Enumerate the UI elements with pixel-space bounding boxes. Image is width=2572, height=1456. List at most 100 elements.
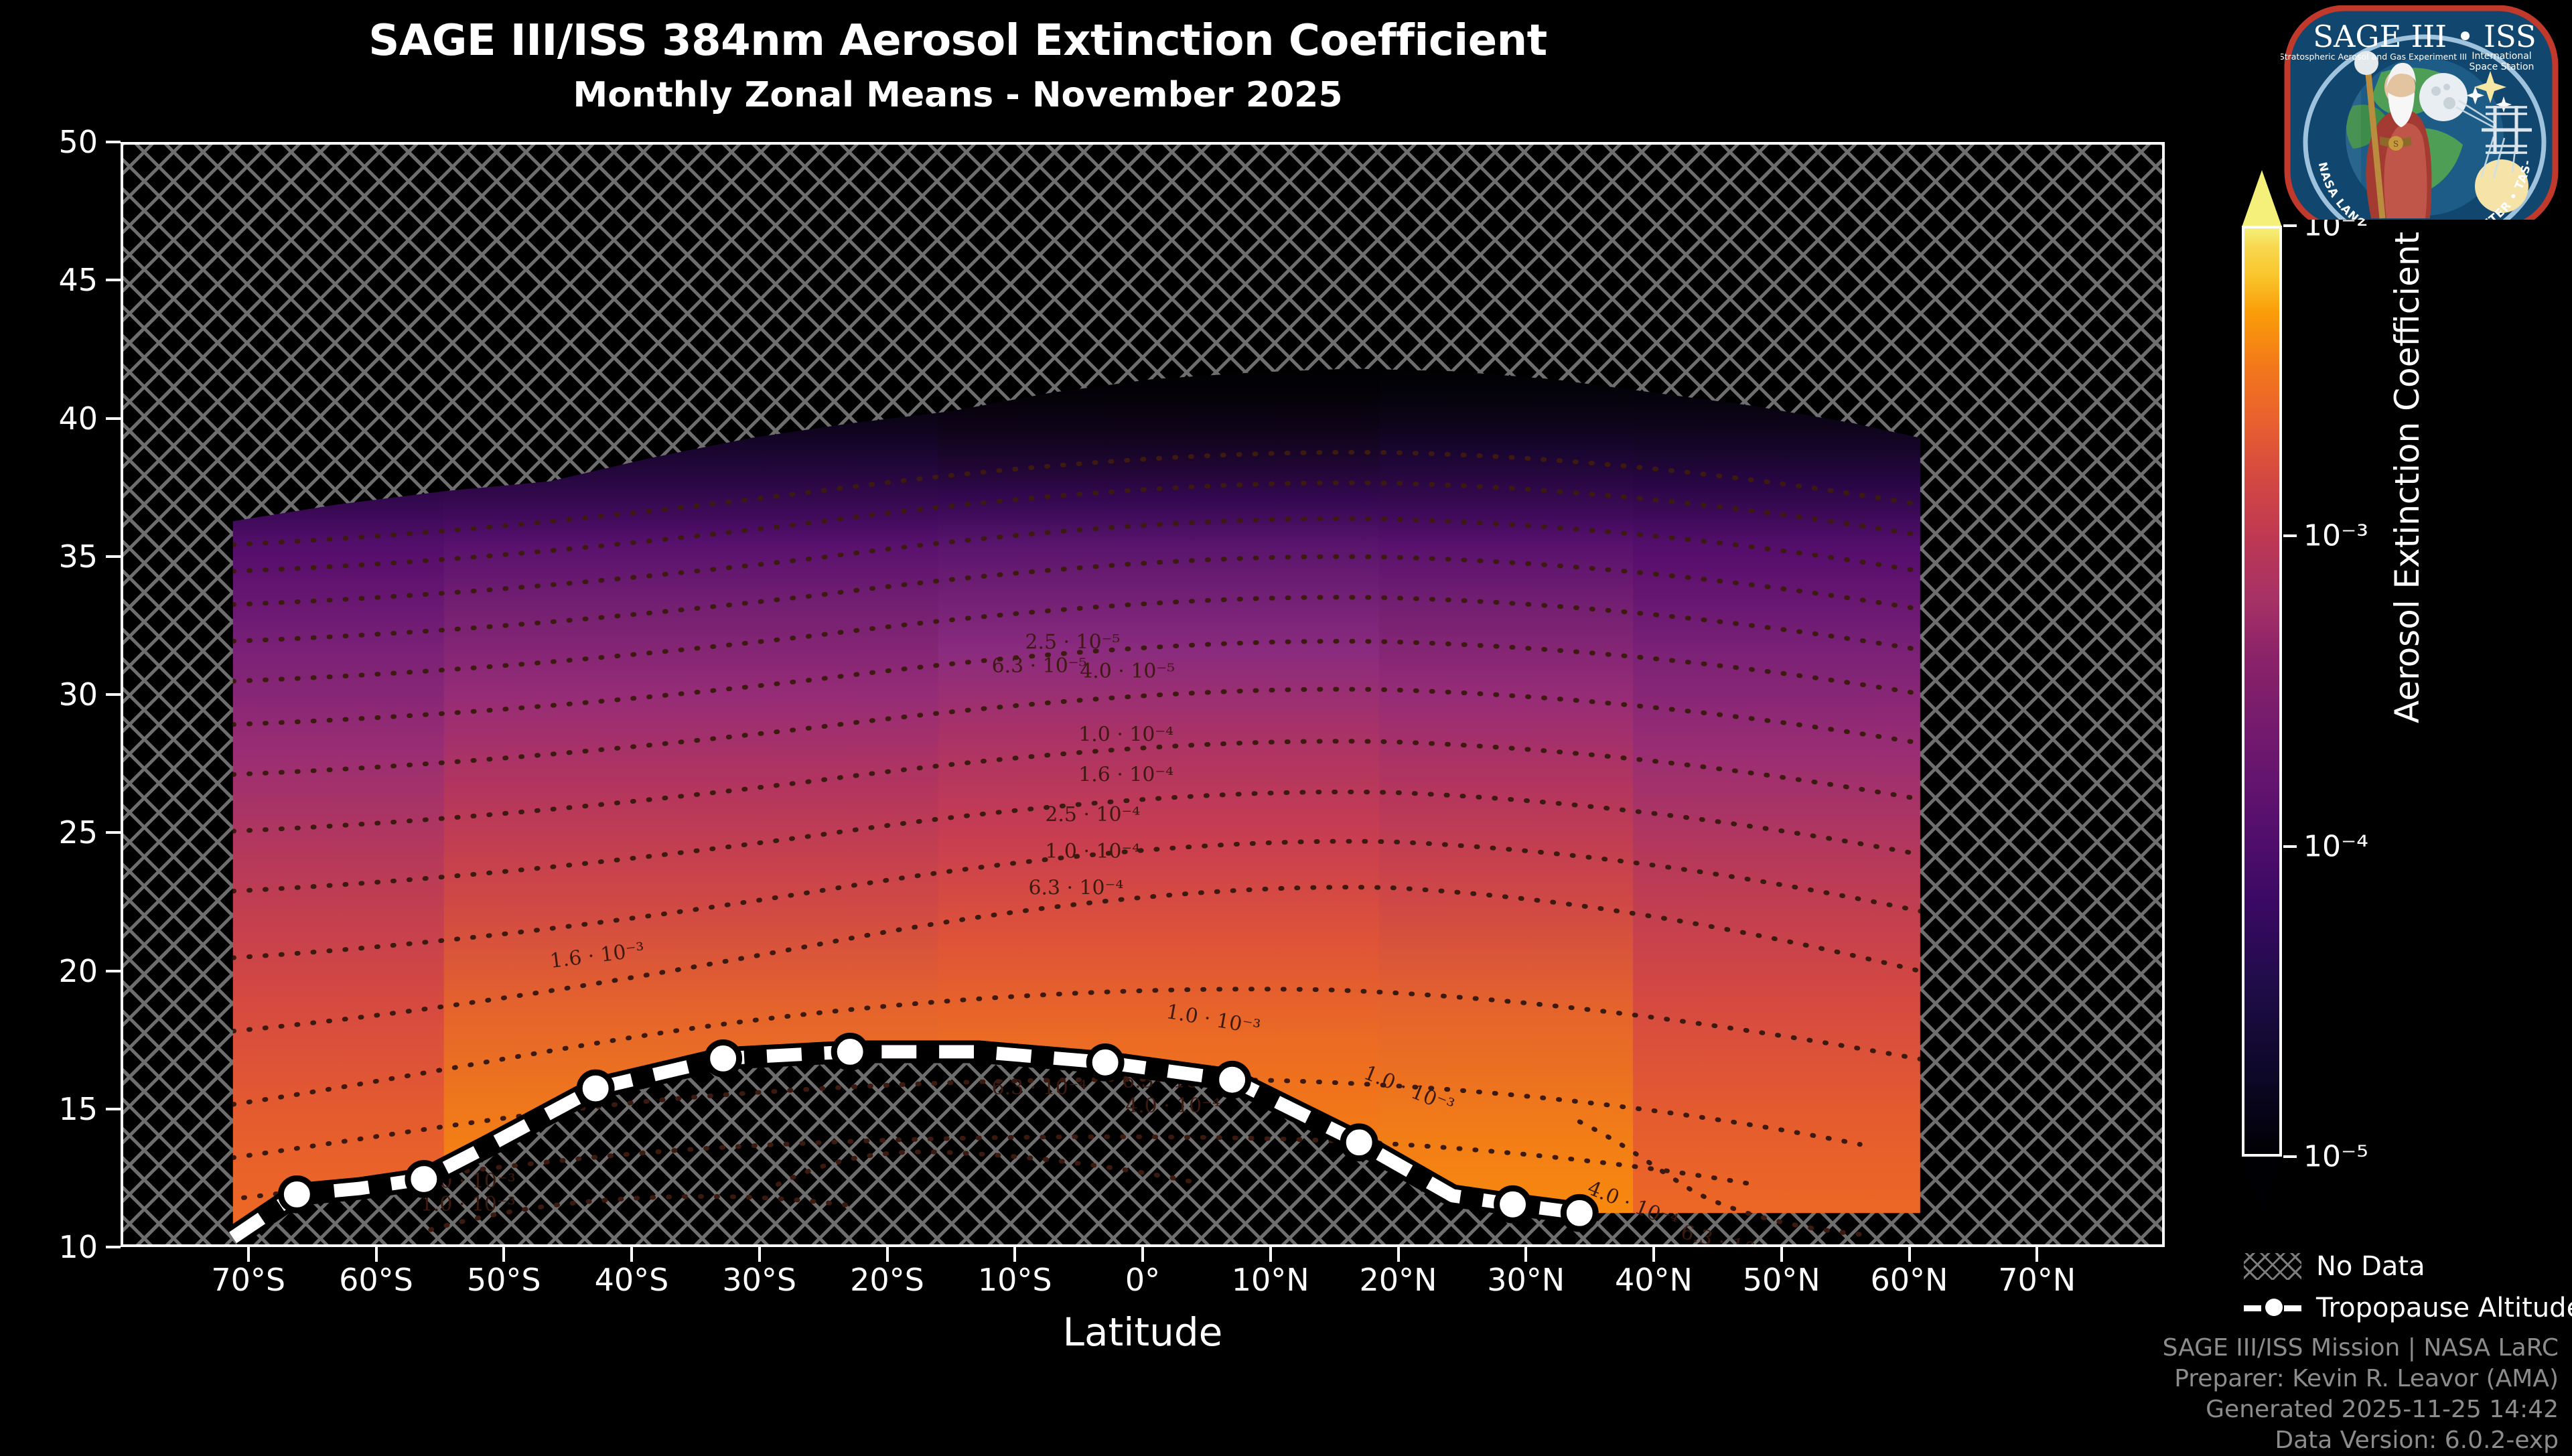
x-axis-tick-mark <box>246 1247 250 1262</box>
svg-text:1.0 · 10⁻⁴: 1.0 · 10⁻⁴ <box>1078 723 1173 747</box>
y-axis-tick-mark <box>106 555 121 558</box>
contour-lines <box>232 449 1920 1238</box>
page-subtitle: Monthly Zonal Means - November 2025 <box>573 75 1343 115</box>
y-axis-tick-label: 25 <box>58 814 98 851</box>
footer-mission: SAGE III/ISS Mission | NASA LaRC <box>2162 1334 2559 1362</box>
svg-text:1.0 · 10⁻³: 1.0 · 10⁻³ <box>421 1193 516 1216</box>
legend-item-tropopause: Tropopause Altitude <box>2244 1287 2572 1329</box>
svg-text:6.3 · 10⁻⁴: 6.3 · 10⁻⁴ <box>992 1076 1087 1100</box>
colorbar-extend-top <box>2242 170 2282 227</box>
y-axis-tick-label: 45 <box>58 262 98 299</box>
x-axis-tick-label: 60°N <box>1870 1262 1948 1298</box>
x-axis-tick-mark <box>758 1247 761 1262</box>
x-axis-label: Latitude <box>1062 1309 1223 1355</box>
x-axis-tick-mark <box>1908 1247 1911 1262</box>
x-axis-tick-mark <box>2035 1247 2039 1262</box>
x-axis-tick-mark <box>1269 1247 1272 1262</box>
x-axis-tick-label: 30°S <box>722 1262 797 1298</box>
y-axis-tick-label: 30 <box>58 676 98 713</box>
sage-figure-icon: S <box>2354 51 2432 219</box>
x-axis-tick-label: 40°S <box>594 1262 669 1298</box>
sun-icon <box>2475 159 2528 213</box>
y-axis-tick-label: 35 <box>58 538 98 575</box>
legend: No Data Tropopause Altitude <box>2244 1246 2572 1329</box>
svg-text:4.0 · 10⁻⁴: 4.0 · 10⁻⁴ <box>1125 1094 1220 1118</box>
tropopause-line-icon <box>2244 1295 2301 1321</box>
iss-icon <box>2482 106 2532 154</box>
colorbar-tick-mark <box>2283 534 2297 538</box>
footer-credits: SAGE III/ISS Mission | NASA LaRC Prepare… <box>1835 1333 2559 1456</box>
tropopause-markers <box>277 1033 1599 1232</box>
svg-text:2.5 · 10⁻⁵: 2.5 · 10⁻⁵ <box>1025 630 1120 654</box>
logo-subtitle-right-1: International <box>2472 51 2531 62</box>
colorbar-tick-mark <box>2283 224 2297 227</box>
footer-data-version: Data Version: 6.0.2-exp <box>2275 1427 2559 1454</box>
y-axis-tick-mark <box>106 831 121 834</box>
x-axis-tick-label: 70°S <box>211 1262 286 1298</box>
colorbar-tick-label: 10⁻³ <box>2303 518 2368 553</box>
aerosol-extinction-heatmap: 6.3 · 10⁻⁵ 4.0 · 10⁻⁵ 2.5 · 10⁻⁵ 1.0 · 1… <box>226 368 1920 1244</box>
x-axis-tick-mark <box>502 1247 506 1262</box>
x-axis-tick-mark <box>630 1247 633 1262</box>
svg-text:2.5 · 10⁻⁴: 2.5 · 10⁻⁴ <box>1045 803 1140 826</box>
x-axis-tick-label: 60°S <box>339 1262 413 1298</box>
legend-label-tropopause: Tropopause Altitude <box>2316 1293 2572 1323</box>
colorbar-extend-bottom <box>2242 1157 2282 1214</box>
colorbar-tick-label: 10⁻⁵ <box>2303 1139 2368 1174</box>
y-axis-tick-label: 15 <box>58 1090 98 1127</box>
footer-preparer: Preparer: Kevin R. Leavor (AMA) <box>2174 1365 2559 1392</box>
logo-subtitle-right-2: Space Station <box>2470 62 2534 72</box>
x-axis-tick-mark <box>1013 1247 1017 1262</box>
occultation-rays <box>2455 99 2518 179</box>
y-axis-tick-label: 40 <box>58 400 98 437</box>
x-axis-tick-label: 20°N <box>1359 1262 1437 1298</box>
svg-text:S: S <box>2393 139 2399 149</box>
x-axis-tick-label: 70°N <box>1998 1262 2076 1298</box>
logo-subtitle-left: Stratospheric Aerosol and Gas Experiment… <box>2281 52 2467 62</box>
x-axis-tick-mark <box>885 1247 889 1262</box>
x-axis-tick-mark <box>374 1247 378 1262</box>
footer-generated: Generated 2025-11-25 14:42 <box>2206 1396 2559 1423</box>
x-axis-tick-label: 50°S <box>466 1262 541 1298</box>
svg-text:6.3 · 10⁻⁴: 6.3 · 10⁻⁴ <box>1678 1220 1776 1244</box>
contour-labels: 6.3 · 10⁻⁵ 4.0 · 10⁻⁵ 2.5 · 10⁻⁵ 1.0 · 1… <box>421 630 1776 1244</box>
x-axis-tick-label: 40°N <box>1615 1262 1693 1298</box>
svg-text:6.3 · 10⁻⁴: 6.3 · 10⁻⁴ <box>1028 877 1123 900</box>
svg-text:1.0 · 10⁻⁴: 1.0 · 10⁻⁴ <box>1045 840 1140 863</box>
y-axis-tick-label: 50 <box>58 124 98 160</box>
x-axis-tick-label: 0° <box>1125 1262 1161 1298</box>
x-axis-tick-mark <box>1652 1247 1655 1262</box>
y-axis-tick-mark <box>106 279 121 282</box>
moon-icon <box>2419 73 2468 121</box>
x-axis-tick-label: 50°N <box>1742 1262 1820 1298</box>
y-axis-tick-mark <box>106 693 121 696</box>
y-axis-tick-label: 10 <box>58 1229 98 1265</box>
logo-title: SAGE III • ISS <box>2313 19 2537 54</box>
x-axis-tick-label: 10°S <box>977 1262 1052 1298</box>
page-title: SAGE III/ISS 384nm Aerosol Extinction Co… <box>368 16 1547 66</box>
colorbar-tick-mark <box>2283 845 2297 848</box>
x-axis-tick-label: 20°S <box>850 1262 924 1298</box>
sage-iii-iss-logo: S BALL • NASA LANGLEY RESEARCH CENTER • … <box>2281 5 2559 220</box>
x-axis-tick-mark <box>1141 1247 1144 1262</box>
x-axis-tick-mark <box>1524 1247 1528 1262</box>
colorbar: 10⁻² 10⁻³ 10⁻⁴ 10⁻⁵ <box>2239 142 2368 1247</box>
colorbar-tick-label: 10⁻⁴ <box>2303 829 2368 864</box>
x-axis-tick-mark <box>1397 1247 1400 1262</box>
x-axis-tick-label: 30°N <box>1487 1262 1565 1298</box>
y-axis-tick-mark <box>106 1107 121 1110</box>
colorbar-tick-mark <box>2283 1155 2297 1158</box>
colorbar-gradient <box>2242 226 2282 1157</box>
y-axis-tick-mark <box>106 141 121 143</box>
y-axis-tick-mark <box>106 969 121 972</box>
x-axis-tick-mark <box>1780 1247 1783 1262</box>
y-axis-tick-mark <box>106 1246 121 1248</box>
legend-item-no-data: No Data <box>2244 1246 2559 1287</box>
svg-text:1.6 · 10⁻⁴: 1.6 · 10⁻⁴ <box>1078 763 1173 786</box>
y-axis-tick-mark <box>106 417 121 420</box>
svg-text:4.0 · 10⁻⁵: 4.0 · 10⁻⁵ <box>1080 660 1175 683</box>
legend-label-no-data: No Data <box>2316 1251 2425 1282</box>
y-axis-tick-label: 20 <box>58 952 98 989</box>
svg-text:6.3 · 10⁻⁵: 6.3 · 10⁻⁵ <box>992 654 1087 678</box>
plot-area: 6.3 · 10⁻⁵ 4.0 · 10⁻⁵ 2.5 · 10⁻⁵ 1.0 · 1… <box>121 142 2165 1247</box>
